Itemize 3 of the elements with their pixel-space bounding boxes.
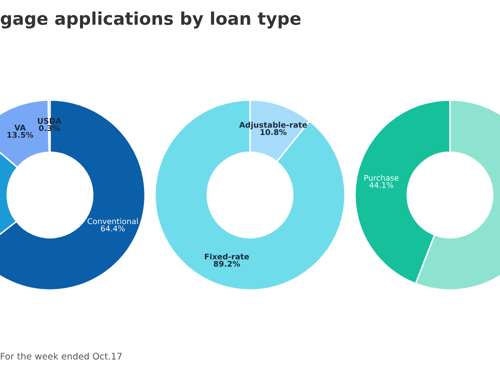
chart-title: gage applications by loan type: [0, 12, 301, 28]
text: For the week ended Oct.17: [0, 352, 122, 360]
donut-slice: [154, 99, 346, 291]
